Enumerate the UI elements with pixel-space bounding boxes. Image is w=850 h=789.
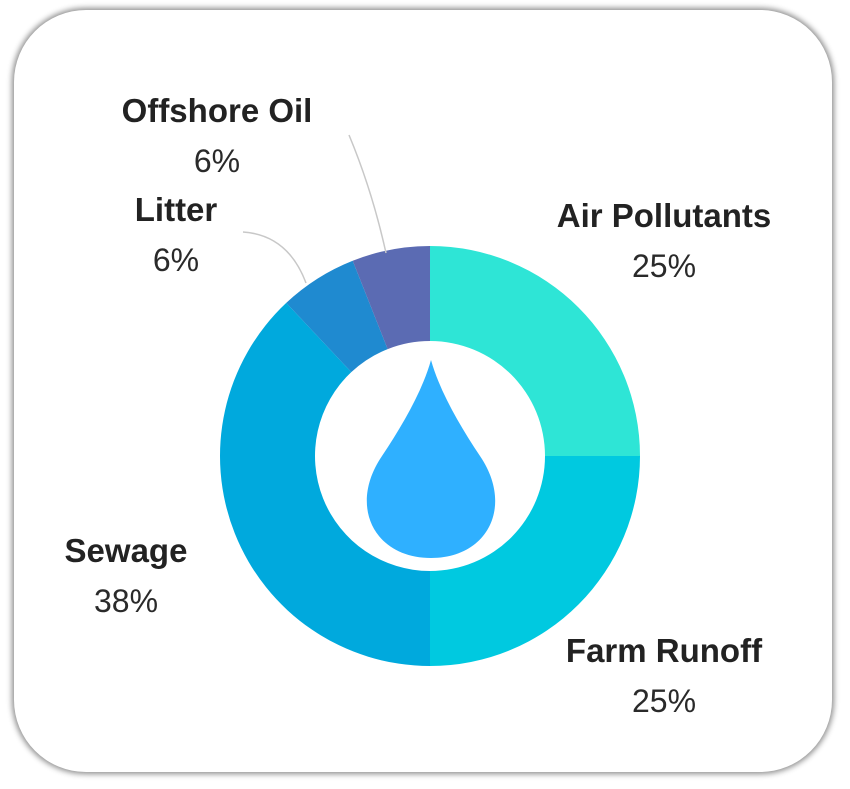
slice-offshore-oil [352, 246, 430, 350]
slice-label-air-pollutants: Air Pollutants [557, 197, 772, 234]
slice-label-sewage: Sewage [65, 532, 188, 569]
slice-label-litter: Litter [135, 191, 218, 228]
slice-percent-offshore-oil: 6% [194, 143, 240, 179]
water-drop-icon [366, 360, 496, 558]
slice-litter [286, 260, 388, 373]
donut-slices [220, 246, 640, 666]
slice-percent-farm-runoff: 25% [632, 683, 696, 719]
slice-percent-air-pollutants: 25% [632, 248, 696, 284]
leader-line-offshore-oil [348, 134, 387, 254]
slice-farm-runoff [430, 456, 640, 666]
slice-label-offshore-oil: Offshore Oil [122, 92, 313, 129]
leader-line-litter [242, 231, 307, 284]
slice-percent-sewage: 38% [94, 583, 158, 619]
slice-label-farm-runoff: Farm Runoff [566, 632, 763, 669]
slice-air-pollutants [430, 246, 640, 456]
slice-sewage [220, 302, 430, 666]
slice-percent-litter: 6% [153, 242, 199, 278]
